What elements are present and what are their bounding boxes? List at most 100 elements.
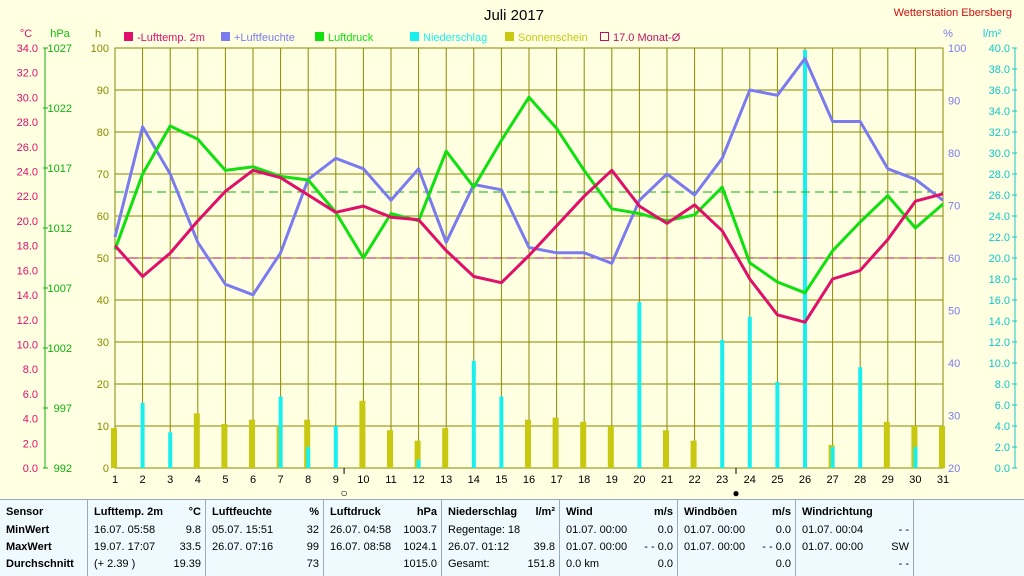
tick-label-day: 17: [550, 474, 562, 486]
tick-label-day: 19: [606, 474, 618, 486]
column-unit: m/s: [772, 506, 791, 518]
table-row: 01.07. 00:00 0.0: [566, 522, 673, 538]
tick-label-humidity: 30: [948, 411, 960, 423]
sunshine-bar: [359, 400, 366, 468]
table-row: MaxWert: [6, 539, 83, 555]
legend-swatch: [505, 32, 514, 41]
column-title: Windrichtung: [802, 506, 873, 518]
tick-label-sunshine: 0: [103, 463, 109, 475]
table-row: 26.07. 04:58 1003.7: [330, 522, 437, 538]
tick-label-pressure: 1027: [48, 43, 72, 55]
tick-label-day: 15: [495, 474, 507, 486]
table-column: Niederschlag l/m² Regentage: 18 26.07. 01:1…: [442, 500, 560, 576]
tick-label-day: 23: [716, 474, 728, 486]
tick-label-precip: 26.0: [989, 190, 1010, 202]
tick-label-precip: 32.0: [989, 127, 1010, 139]
precip-bar: [830, 447, 835, 468]
sunshine-bar: [442, 428, 449, 468]
cell-label: 16.07. 08:58: [330, 541, 392, 553]
tick-label-day: 10: [357, 474, 369, 486]
table-header: Niederschlag l/m²: [448, 504, 555, 520]
tick-label-temp: 24.0: [17, 167, 38, 179]
precip-bar: [858, 367, 863, 468]
precip-bar: [168, 432, 173, 468]
tick-label-temp: 18.0: [17, 241, 38, 253]
column-unit: %: [309, 506, 319, 518]
tick-label-sunshine: 80: [97, 127, 109, 139]
bars: [111, 50, 945, 468]
legend: -Lufttemp. 2m +Luftfeuchte Luftdruck Nieder…: [124, 32, 681, 44]
table-row: Durchschnitt: [6, 556, 83, 572]
cell-label: Regentage: 18: [448, 524, 521, 536]
tick-label-precip: 2.0: [995, 442, 1010, 454]
column-title: Sensor: [6, 506, 44, 518]
table-row: - -: [802, 556, 909, 572]
cell-value: - - 0.0: [644, 541, 673, 553]
moon-phase-icon: ●: [732, 486, 739, 499]
tick-label-day: 25: [771, 474, 783, 486]
tick-label-humidity: 20: [948, 463, 960, 475]
cell-label: 16.07. 05:58: [94, 524, 156, 536]
column-unit: m/s: [654, 506, 673, 518]
table-row: 26.07. 01:12 39.8: [448, 539, 555, 555]
cell-label: 26.07. 04:58: [330, 524, 392, 536]
table-row: 01.07. 00:00 - - 0.0: [566, 539, 673, 555]
table-row: 01.07. 00:00 0.0: [684, 522, 791, 538]
tick-label-sunshine: 60: [97, 211, 109, 223]
precip-bar: [803, 50, 807, 468]
tick-label-precip: 20.0: [989, 253, 1010, 265]
table-header: Windrichtung: [802, 504, 909, 520]
table-column: Luftfeuchte% 05.07. 15:51 32 26.07. 07:16 99…: [206, 500, 324, 576]
table-row: 0.0: [684, 556, 791, 572]
column-title: Lufttemp. 2m: [94, 506, 164, 518]
tick-label-temp: 16.0: [17, 265, 38, 277]
tick-label-humidity: 50: [948, 306, 960, 318]
legend-swatch: [315, 32, 324, 41]
chart-background: [0, 0, 1024, 499]
cell-label: 01.07. 00:04: [802, 524, 864, 536]
table-column: Windböen m/s 01.07. 00:00 0.0 01.07. 00:00 - …: [678, 500, 796, 576]
sunshine-bar: [221, 423, 228, 468]
chart-title: Juli 2017: [484, 7, 544, 24]
tick-label-day: 2: [140, 474, 146, 486]
cell-value: 1015.0: [403, 558, 437, 570]
tick-label-day: 12: [412, 474, 424, 486]
table-column: Sensor MinWert MaxWert Durchschnitt: [0, 500, 88, 576]
unit-temp: °C: [20, 28, 32, 40]
tick-label-pressure: 1007: [48, 283, 72, 295]
tick-label-humidity: 90: [948, 96, 960, 108]
tick-label-humidity: 80: [948, 148, 960, 160]
table-row: 01.07. 00:00 SW: [802, 539, 909, 555]
precip-bar: [278, 396, 283, 468]
table-row: 01.07. 00:04 - -: [802, 522, 909, 538]
table-row: 1015.0: [330, 556, 437, 572]
cell-value: SW: [891, 541, 909, 553]
table-row: 26.07. 07:16 99: [212, 539, 319, 555]
sunshine-bar: [883, 421, 890, 468]
cell-value: 33.5: [179, 541, 201, 553]
sunshine-bar: [939, 426, 945, 468]
cell-value: 1003.7: [403, 524, 437, 536]
column-title: Windböen: [684, 506, 738, 518]
precip-bar: [471, 360, 476, 468]
tick-label-precip: 40.0: [989, 43, 1010, 55]
cell-value: 0.0: [657, 558, 673, 570]
table-row: 05.07. 15:51 32: [212, 522, 319, 538]
cell-value: 0.0: [775, 524, 791, 536]
precip-bar: [720, 339, 725, 468]
legend-label: Luftdruck: [328, 32, 374, 44]
column-unit: l/m²: [535, 506, 555, 518]
sunshine-bar: [690, 440, 697, 468]
table-column: Lufttemp. 2m °C 16.07. 05:58 9.8 19.07. 17:0…: [88, 500, 206, 576]
tick-label-pressure: 1012: [48, 223, 72, 235]
sunshine-bar: [304, 419, 311, 468]
tick-label-temp: 6.0: [23, 389, 38, 401]
cell-label: Gesamt:: [448, 558, 490, 570]
cell-label: 05.07. 15:51: [212, 524, 274, 536]
reference-lines: [115, 191, 943, 259]
tick-label-pressure: 1017: [48, 163, 72, 175]
table-header: Wind m/s: [566, 504, 673, 520]
cell-value: 0.0: [657, 524, 673, 536]
unit-pressure: hPa: [50, 28, 70, 40]
table-row: 16.07. 08:58 1024.1: [330, 539, 437, 555]
